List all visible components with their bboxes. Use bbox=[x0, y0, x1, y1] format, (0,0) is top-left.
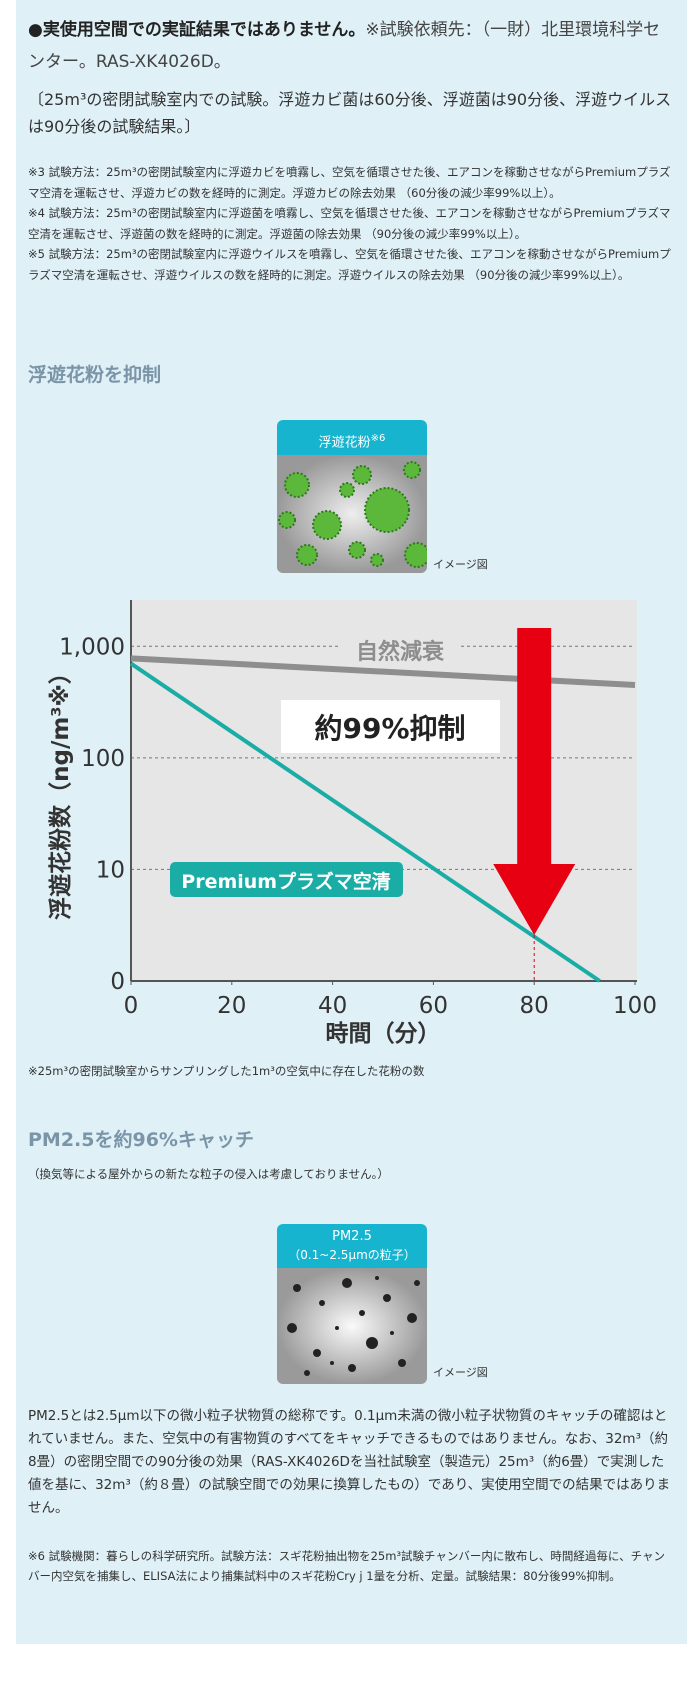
pm-card: PM2.5 （0.1~2.5μmの粒子） bbox=[277, 1224, 427, 1384]
header-note: ※試験依頼先：（一財）北里環境科学センター。RAS-XK4026D。 bbox=[28, 20, 661, 72]
note: ※6 試験機関：暮らしの科学研究所。試験方法：スギ花粉抽出物を25m³試験チャン… bbox=[28, 1549, 665, 1583]
x-tick-label: 40 bbox=[318, 993, 347, 1019]
card-label: PM2.5 （0.1~2.5μmの粒子） bbox=[277, 1224, 427, 1268]
note: ※5 試験方法：25m³の密閉試験室内に浮遊ウイルスを噴霧し、空気を循環させた後… bbox=[28, 247, 671, 282]
card-label-text: 浮遊花粉 bbox=[318, 435, 371, 451]
card-label: 浮遊花粉※6 bbox=[277, 420, 427, 455]
card-sup: ※6 bbox=[370, 433, 386, 444]
arrow bbox=[493, 628, 576, 935]
annotation: 約99%抑制 bbox=[314, 712, 465, 745]
y-tick-label: 10 bbox=[96, 857, 125, 883]
x-tick-label: 20 bbox=[217, 993, 246, 1019]
series-label-bg bbox=[170, 862, 403, 897]
x-axis-title: 時間（分） bbox=[326, 1020, 441, 1047]
note: ※4 試験方法：25m³の密閉試験室内に浮遊菌を噴霧し、空気を循環させた後、エア… bbox=[28, 206, 671, 241]
heading: 浮遊花粉を抑制 bbox=[28, 364, 162, 386]
chart: 0 10 100 1,000 0 20 40 60 80 100 時間（分） 浮遊花粉数（ng/m³※… bbox=[47, 600, 657, 1047]
x-tick-label: 100 bbox=[613, 993, 657, 1019]
label-bg bbox=[340, 635, 458, 665]
series-line bbox=[129, 661, 601, 983]
header-bold: ●実使用空間での実証結果ではありません。 bbox=[28, 20, 366, 40]
caption: イメージ図 bbox=[433, 558, 488, 571]
x-tick-label: 80 bbox=[520, 993, 549, 1019]
note: ※3 試験方法：25m³の密閉試験室内に浮遊カビを噴霧し、空気を循環させた後、エ… bbox=[28, 165, 671, 200]
x-tick-label: 60 bbox=[419, 993, 448, 1019]
y-tick-label: 0 bbox=[110, 969, 125, 995]
caption: イメージ図 bbox=[433, 1366, 488, 1379]
pm-image bbox=[277, 1268, 427, 1384]
paragraph: PM2.5とは2.5μm以下の微小粒子状物質の総称です。0.1μm未満の微小粒子… bbox=[28, 1408, 671, 1516]
heading: PM2.5を約96%キャッチ bbox=[28, 1129, 254, 1151]
series-label: 自然減衰 bbox=[356, 639, 445, 665]
subheading: （換気等による屋外からの新たな粒子の侵入は考慮しておりません。） bbox=[28, 1167, 389, 1181]
bracket-text: 〔25m³の密閉試験室内での試験。浮遊カビ菌は60分後、浮遊菌は90分後、浮遊ウ… bbox=[28, 90, 672, 136]
notes: ※3 試験方法：25m³の密閉試験室内に浮遊カビを噴霧し、空気を循環させた後、エ… bbox=[28, 162, 673, 285]
y-axis-title: 浮遊花粉数（ng/m³※） bbox=[47, 661, 74, 920]
header: ●実使用空間での実証結果ではありません。※試験依頼先：（一財）北里環境科学センタ… bbox=[28, 14, 673, 78]
series-label: Premiumプラズマ空清 bbox=[181, 870, 390, 893]
pollen-image bbox=[277, 455, 427, 573]
card-label-text: PM2.5 bbox=[332, 1229, 372, 1244]
card-label-text: （0.1~2.5μmの粒子） bbox=[288, 1248, 416, 1262]
y-tick-label: 1,000 bbox=[59, 634, 125, 660]
y-tick-label: 100 bbox=[81, 746, 125, 772]
annotation-box bbox=[281, 700, 500, 753]
pollen-card: 浮遊花粉※6 bbox=[277, 420, 427, 573]
x-tick-label: 0 bbox=[124, 993, 139, 1019]
chart-footnote: ※25m³の密閉試験室からサンプリングした1m³の空気中に存在した花粉の数 bbox=[28, 1064, 425, 1078]
